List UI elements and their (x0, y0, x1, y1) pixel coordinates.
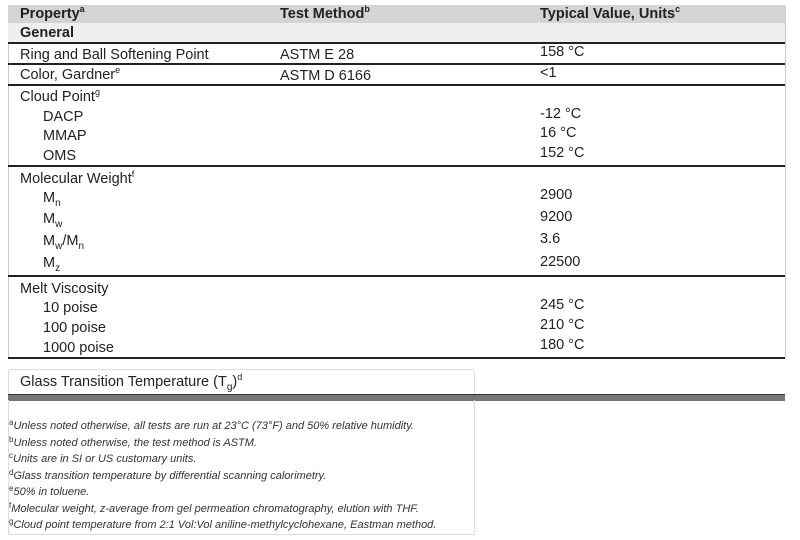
sub-property: OMS (43, 148, 77, 164)
sub-value: 22500 (540, 254, 581, 270)
glass-transition-label: Glass Transition Temperature (Tg)d (20, 372, 243, 393)
sub-property: Mz (43, 255, 61, 274)
row-property: Ring and Ball Softening Point (20, 47, 209, 63)
header-test-method: Test Methodb (280, 4, 370, 23)
section-general: General (20, 25, 74, 41)
header-property: Propertya (20, 4, 85, 23)
sub-property: Mw (43, 211, 63, 230)
footnote: dGlass transition temperature by differe… (9, 468, 327, 483)
glass-transition-box (8, 369, 475, 395)
sub-value: 245 °C (540, 297, 585, 313)
sub-value: 3.6 (540, 231, 561, 247)
row-value: 158 °C (540, 44, 585, 60)
sub-property: Mw/Mn (43, 233, 84, 252)
table-outline (8, 5, 786, 358)
row-property: Color, Gardnere (20, 65, 121, 84)
sub-value: 16 °C (540, 125, 577, 141)
sub-property: 10 poise (43, 300, 98, 316)
section-row-general (8, 23, 785, 42)
sub-value: 2900 (540, 187, 573, 203)
row-method: ASTM D 6166 (280, 68, 372, 84)
footnote: e50% in toluene. (9, 484, 90, 499)
sub-value: 9200 (540, 209, 573, 225)
group-molecular-weight: Molecular Weightf (20, 169, 135, 188)
sub-value: 210 °C (540, 317, 585, 333)
sub-value: 180 °C (540, 337, 585, 353)
sub-property: 1000 poise (43, 340, 114, 356)
footnote: gCloud point temperature from 2:1 Vol:Vo… (9, 517, 437, 532)
header-row (8, 5, 785, 23)
sub-property: DACP (43, 109, 84, 125)
sub-property: Mn (43, 190, 61, 209)
footnote: cUnits are in SI or US customary units. (9, 451, 197, 466)
header-typical-value: Typical Value, Unitsc (540, 4, 681, 23)
footnote: aUnless noted otherwise, all tests are r… (9, 418, 414, 433)
group-melt-viscosity: Melt Viscosity (20, 281, 109, 297)
sub-value: 152 °C (540, 145, 585, 161)
footnote: bUnless noted otherwise, the test method… (9, 435, 257, 450)
row-method: ASTM E 28 (280, 47, 355, 63)
footnotes-box (8, 400, 475, 535)
row-value: <1 (540, 65, 557, 81)
sub-property: 100 poise (43, 320, 106, 336)
sub-property: MMAP (43, 128, 87, 144)
footnote: fMolecular weight, z-average from gel pe… (9, 501, 419, 516)
group-cloud-point: Cloud Pointg (20, 87, 100, 106)
divider-bar (8, 394, 785, 401)
sub-value: -12 °C (540, 106, 582, 122)
